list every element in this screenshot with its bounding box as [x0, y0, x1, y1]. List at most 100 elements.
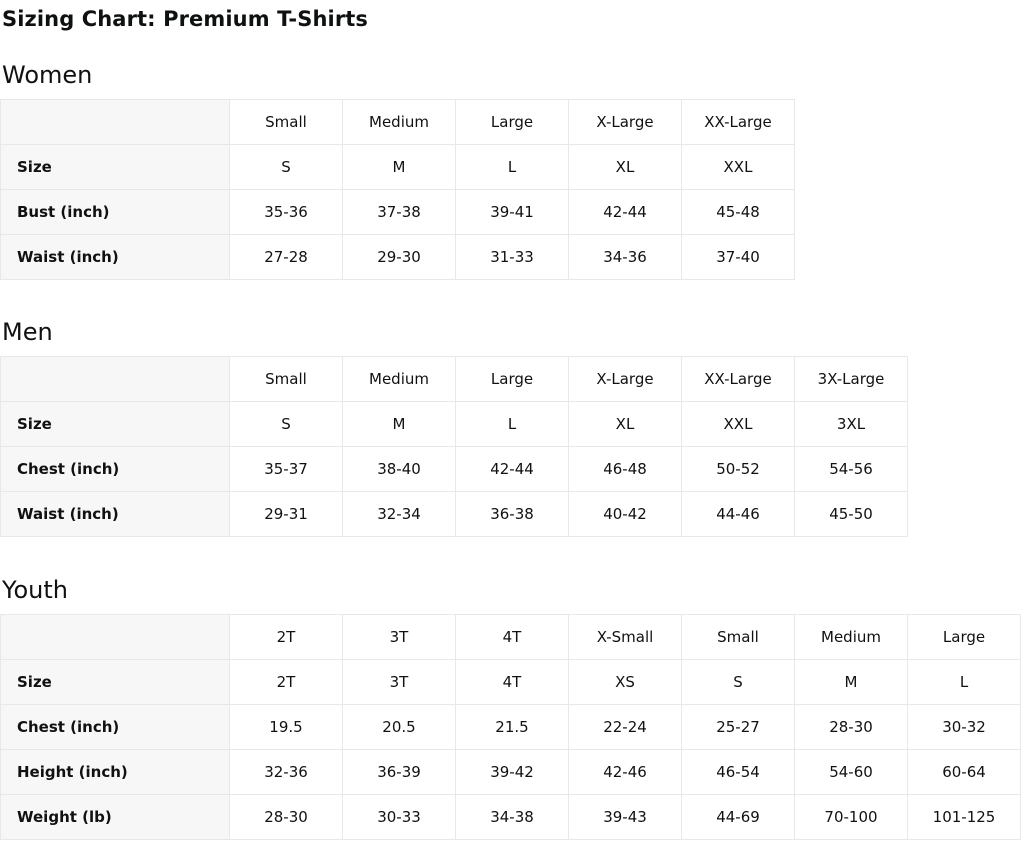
table-row: Size S M L XL XXL: [0, 144, 795, 190]
column-header: 3T: [342, 614, 456, 660]
row-label: Chest (inch): [0, 446, 230, 492]
row-label: Size: [0, 401, 230, 447]
row-label: Waist (inch): [0, 234, 230, 280]
table-cell: S: [229, 144, 343, 190]
table-cell: 25-27: [681, 704, 795, 750]
table-row: Bust (inch) 35-36 37-38 39-41 42-44 45-48: [0, 189, 795, 235]
row-label: Weight (lb): [0, 794, 230, 840]
column-header: XX-Large: [681, 99, 795, 145]
page-title: Sizing Chart: Premium T-Shirts: [2, 7, 369, 31]
column-header: XX-Large: [681, 356, 795, 402]
column-header: X-Small: [568, 614, 682, 660]
table-corner-cell: [0, 614, 230, 660]
table-cell: XXL: [681, 144, 795, 190]
table-cell: 30-33: [342, 794, 456, 840]
table-row: Weight (lb) 28-30 30-33 34-38 39-43 44-69 70-1…: [0, 794, 1021, 840]
table-cell: 60-64: [907, 749, 1021, 795]
table-cell: 28-30: [794, 704, 908, 750]
section-heading-men: Men: [2, 318, 53, 346]
table-cell: 34-38: [455, 794, 569, 840]
column-header: Large: [907, 614, 1021, 660]
table-row: Waist (inch) 29-31 32-34 36-38 40-42 44-46 45-…: [0, 491, 908, 537]
table-cell: 22-24: [568, 704, 682, 750]
table-cell: 44-69: [681, 794, 795, 840]
section-women: Women Small Medium Large X-Large XX-Large Size…: [0, 59, 1024, 280]
row-label: Waist (inch): [0, 491, 230, 537]
row-label: Chest (inch): [0, 704, 230, 750]
table-cell: XS: [568, 659, 682, 705]
table-cell: 31-33: [455, 234, 569, 280]
section-men: Men Small Medium Large X-Large XX-Large 3X-Lar…: [0, 316, 1024, 537]
table-cell: 54-60: [794, 749, 908, 795]
column-header: X-Large: [568, 99, 682, 145]
section-heading-youth: Youth: [2, 576, 68, 604]
table-cell: 45-48: [681, 189, 795, 235]
table-cell: XL: [568, 144, 682, 190]
table-cell: M: [342, 401, 456, 447]
table-cell: 46-54: [681, 749, 795, 795]
table-cell: L: [455, 144, 569, 190]
table-row: Size S M L XL XXL 3XL: [0, 401, 908, 447]
table-cell: 46-48: [568, 446, 682, 492]
table-cell: 4T: [455, 659, 569, 705]
table-cell: 39-43: [568, 794, 682, 840]
column-header: Small: [229, 356, 343, 402]
table-cell: 32-36: [229, 749, 343, 795]
table-cell: 42-44: [455, 446, 569, 492]
row-label: Height (inch): [0, 749, 230, 795]
table-cell: 36-38: [455, 491, 569, 537]
size-table-women: Small Medium Large X-Large XX-Large Size S M L XL…: [0, 99, 795, 280]
section-heading-women: Women: [2, 61, 93, 89]
column-header: Medium: [794, 614, 908, 660]
column-header: 2T: [229, 614, 343, 660]
table-cell: 27-28: [229, 234, 343, 280]
table-cell: 101-125: [907, 794, 1021, 840]
table-cell: 37-38: [342, 189, 456, 235]
table-header-row: Small Medium Large X-Large XX-Large: [0, 99, 795, 145]
table-row: Chest (inch) 19.5 20.5 21.5 22-24 25-27 28-30 3…: [0, 704, 1021, 750]
table-cell: S: [229, 401, 343, 447]
row-label: Size: [0, 144, 230, 190]
column-header: Large: [455, 356, 569, 402]
table-cell: 42-44: [568, 189, 682, 235]
table-cell: L: [455, 401, 569, 447]
table-header-row: 2T 3T 4T X-Small Small Medium Large: [0, 614, 1021, 660]
table-cell: 42-46: [568, 749, 682, 795]
table-cell: XL: [568, 401, 682, 447]
column-header: Medium: [342, 356, 456, 402]
table-cell: 45-50: [794, 491, 908, 537]
table-cell: 20.5: [342, 704, 456, 750]
table-cell: 44-46: [681, 491, 795, 537]
table-cell: 39-42: [455, 749, 569, 795]
table-cell: 50-52: [681, 446, 795, 492]
table-cell: 21.5: [455, 704, 569, 750]
row-label: Bust (inch): [0, 189, 230, 235]
table-corner-cell: [0, 99, 230, 145]
table-row: Height (inch) 32-36 36-39 39-42 42-46 46-54 54…: [0, 749, 1021, 795]
table-row: Size 2T 3T 4T XS S M L: [0, 659, 1021, 705]
table-cell: 39-41: [455, 189, 569, 235]
column-header: 4T: [455, 614, 569, 660]
table-cell: 38-40: [342, 446, 456, 492]
size-table-youth: 2T 3T 4T X-Small Small Medium Large Size 2T 3T 4T X…: [0, 614, 1021, 840]
column-header: X-Large: [568, 356, 682, 402]
table-cell: M: [794, 659, 908, 705]
table-cell: 40-42: [568, 491, 682, 537]
table-cell: 3XL: [794, 401, 908, 447]
table-row: Waist (inch) 27-28 29-30 31-33 34-36 37-40: [0, 234, 795, 280]
table-cell: 54-56: [794, 446, 908, 492]
column-header: Small: [681, 614, 795, 660]
section-youth: Youth 2T 3T 4T X-Small Small Medium Large Size 2T…: [0, 574, 1024, 840]
table-corner-cell: [0, 356, 230, 402]
table-cell: 35-36: [229, 189, 343, 235]
table-cell: S: [681, 659, 795, 705]
column-header: Large: [455, 99, 569, 145]
table-cell: 29-31: [229, 491, 343, 537]
table-cell: 28-30: [229, 794, 343, 840]
table-cell: 29-30: [342, 234, 456, 280]
table-cell: 35-37: [229, 446, 343, 492]
column-header: 3X-Large: [794, 356, 908, 402]
table-cell: 2T: [229, 659, 343, 705]
size-table-men: Small Medium Large X-Large XX-Large 3X-Large S…: [0, 356, 908, 537]
table-cell: M: [342, 144, 456, 190]
